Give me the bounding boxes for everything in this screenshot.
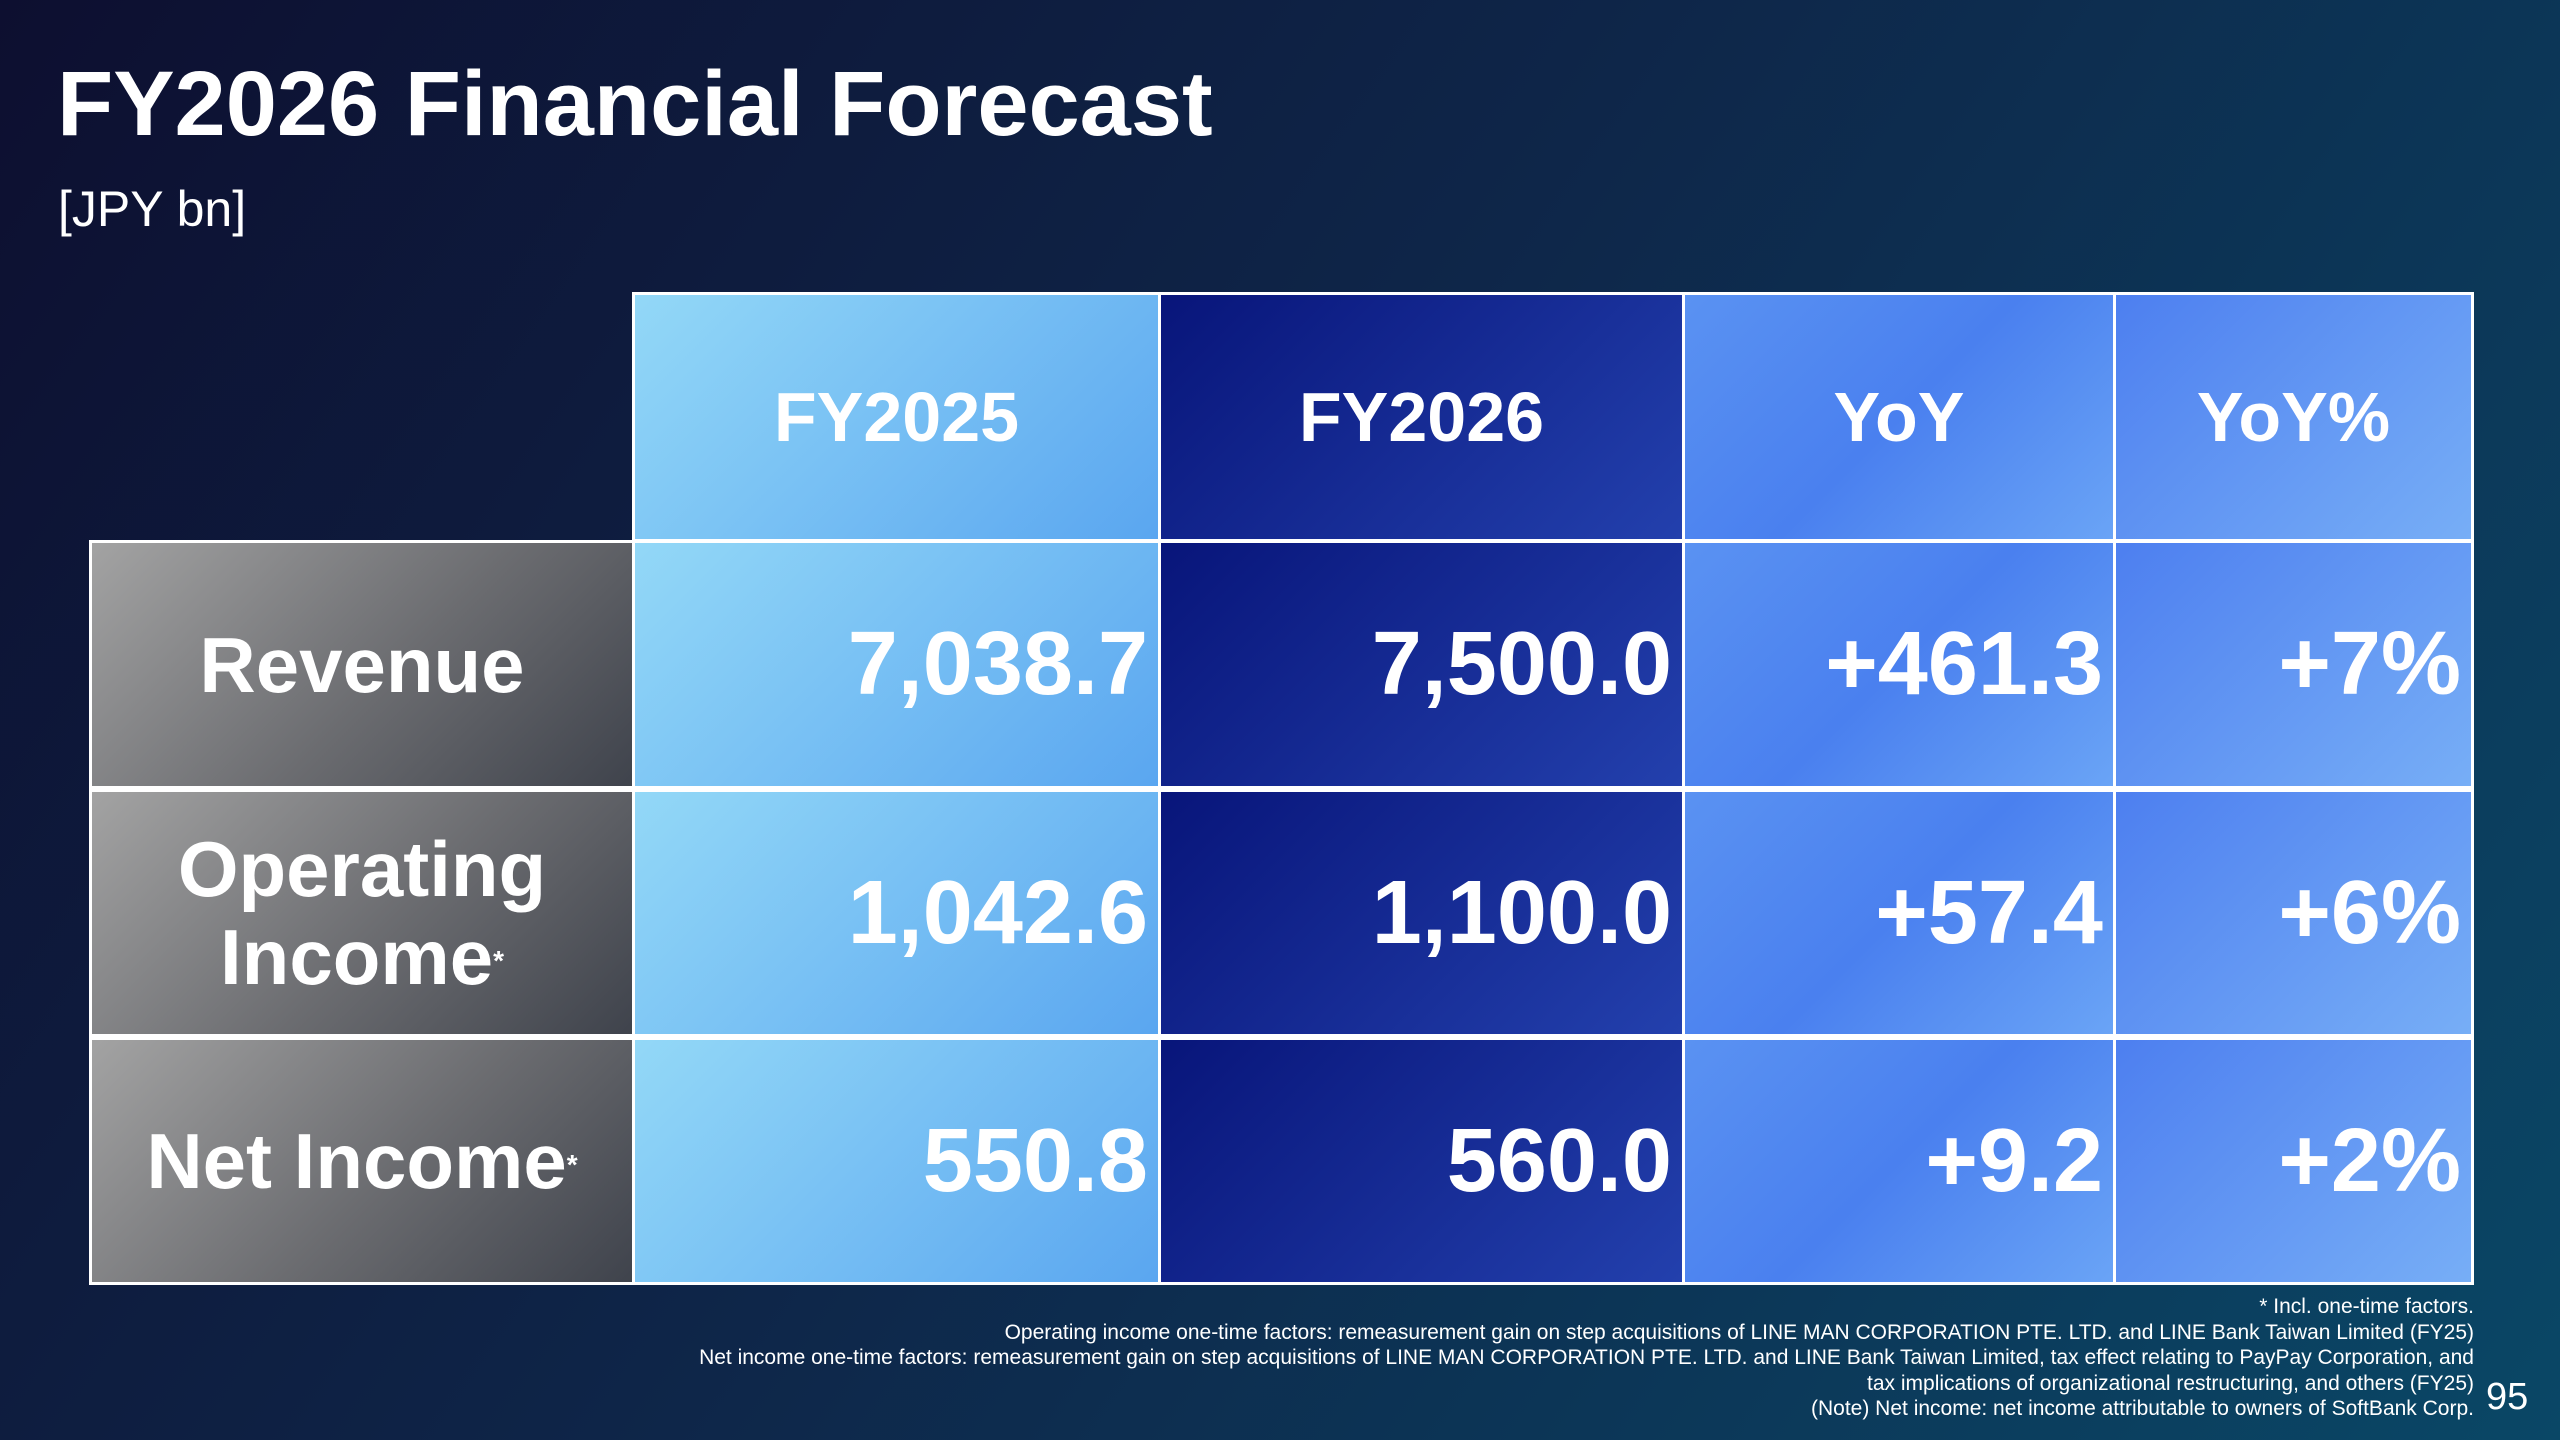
row-label: Net Income* <box>89 1037 635 1285</box>
value-cell: 560.0 <box>1158 1037 1685 1285</box>
value-cell: 1,042.6 <box>632 789 1161 1037</box>
row-label-text: Net Income* <box>146 1117 578 1205</box>
value-cell: 1,100.0 <box>1158 789 1685 1037</box>
row-label-text: Operating Income* <box>177 825 547 1001</box>
row-label-text: Revenue <box>199 620 525 709</box>
slide-title: FY2026 Financial Forecast <box>57 53 1213 155</box>
footnote-line: Net income one-time factors: remeasureme… <box>699 1346 2474 1369</box>
footnotes: * Incl. one-time factors. Operating incom… <box>699 1294 2474 1422</box>
page-number: 95 <box>2486 1376 2529 1418</box>
footnote-line: tax implications of organizational restr… <box>1867 1371 2474 1395</box>
value-cell: 550.8 <box>632 1037 1161 1285</box>
value-cell: +461.3 <box>1682 540 2116 789</box>
unit-label: [JPY bn] <box>58 181 247 237</box>
value-cell: 7,038.7 <box>632 540 1161 789</box>
value-cell: +57.4 <box>1682 789 2116 1037</box>
footnote-line: Operating income one-time factors: remea… <box>1004 1320 2474 1344</box>
value-cell: 7,500.0 <box>1158 540 1685 789</box>
value-cell: +9.2 <box>1682 1037 2116 1285</box>
footnote-mark: * <box>493 945 504 976</box>
row-label: Operating Income* <box>89 789 635 1037</box>
value-cell: +2% <box>2113 1037 2474 1285</box>
column-header: YoY% <box>2113 292 2474 542</box>
footnote-mark: * <box>566 1149 578 1180</box>
footnote-line: * Incl. one-time factors. <box>2259 1295 2474 1318</box>
value-cell: +6% <box>2113 789 2474 1037</box>
column-header: FY2026 <box>1158 292 1685 542</box>
footnote-line: (Note) Net income: net income attributab… <box>1811 1397 2474 1420</box>
column-header: YoY <box>1682 292 2116 542</box>
value-cell: +7% <box>2113 540 2474 789</box>
column-header: FY2025 <box>632 292 1161 542</box>
row-label: Revenue <box>89 540 635 789</box>
